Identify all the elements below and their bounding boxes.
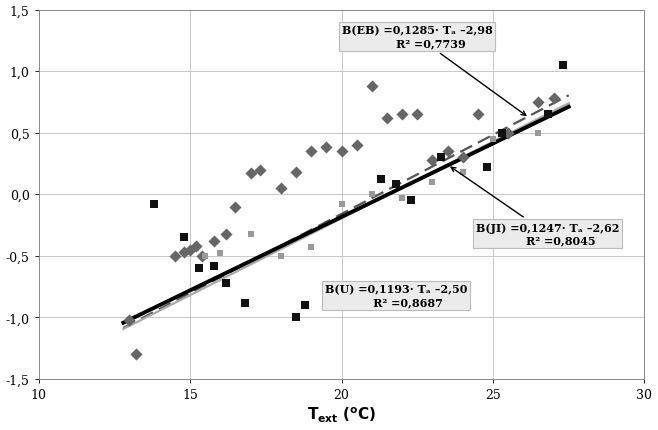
Text: B(U) =0,1193· Tₐ –2,50
      R² =0,8687: B(U) =0,1193· Tₐ –2,50 R² =0,8687 <box>325 284 467 307</box>
Point <box>245 230 256 237</box>
Point <box>436 154 447 161</box>
Point <box>291 314 301 321</box>
Point <box>548 95 559 102</box>
Point <box>185 247 195 254</box>
Point <box>179 249 190 256</box>
Point <box>457 154 468 161</box>
Point <box>376 177 386 184</box>
Point <box>427 179 438 186</box>
Point <box>382 115 392 122</box>
Point <box>442 148 453 155</box>
Point <box>367 83 377 90</box>
Point <box>503 130 513 137</box>
Point <box>472 111 483 118</box>
Point <box>191 243 201 250</box>
Point <box>179 234 190 241</box>
Point <box>245 170 256 177</box>
Point <box>397 195 407 202</box>
Point <box>209 238 220 245</box>
Point <box>542 111 553 118</box>
Point <box>300 302 311 309</box>
Point <box>557 62 568 69</box>
Text: B(EB) =0,1285· Tₐ –2,98
       R² =0,7739: B(EB) =0,1285· Tₐ –2,98 R² =0,7739 <box>342 26 526 116</box>
Point <box>170 253 180 260</box>
Point <box>197 253 207 260</box>
Point <box>482 164 492 171</box>
Point <box>412 111 422 118</box>
Point <box>457 169 468 176</box>
Point <box>221 280 232 287</box>
Point <box>215 250 226 257</box>
Point <box>124 316 135 323</box>
Point <box>306 148 316 155</box>
Point <box>230 204 241 211</box>
Point <box>336 148 347 155</box>
Point <box>255 167 265 174</box>
Point <box>306 244 316 251</box>
Point <box>276 253 286 260</box>
Text: B(JI) =0,1247· Tₐ –2,62
       R² =0,8045: B(JI) =0,1247· Tₐ –2,62 R² =0,8045 <box>451 168 619 246</box>
Point <box>427 157 438 164</box>
Point <box>397 111 407 118</box>
Point <box>321 144 332 151</box>
Point <box>209 263 220 270</box>
Point <box>240 299 250 306</box>
Point <box>367 191 377 198</box>
Point <box>194 265 205 272</box>
Point <box>149 201 159 208</box>
Point <box>276 185 286 192</box>
Point <box>130 351 141 358</box>
X-axis label: $\mathbf{T_{ext}}$ $\mathbf{(^oC)}$: $\mathbf{T_{ext}}$ $\mathbf{(^oC)}$ <box>307 405 376 424</box>
Point <box>221 230 232 237</box>
Point <box>533 130 544 137</box>
Point <box>200 253 211 260</box>
Point <box>391 181 401 188</box>
Point <box>291 169 301 176</box>
Point <box>406 197 417 204</box>
Point <box>497 130 507 137</box>
Point <box>351 142 362 149</box>
Point <box>488 136 498 143</box>
Point <box>533 99 544 106</box>
Point <box>336 201 347 208</box>
